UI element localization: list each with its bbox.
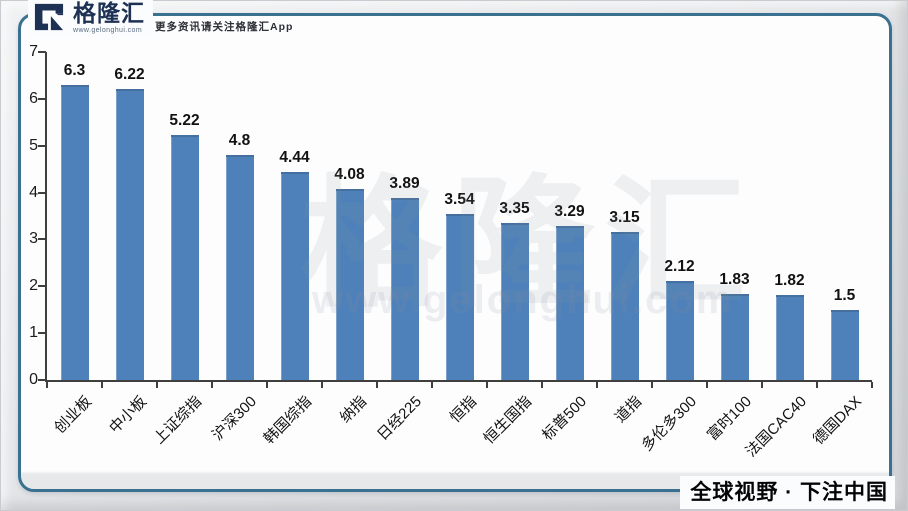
x-axis-tick (376, 382, 378, 388)
bar (610, 232, 639, 380)
y-axis-tick (38, 285, 46, 288)
bar-value-label: 3.29 (554, 202, 585, 220)
x-axis-tick (431, 382, 433, 388)
footer-slogan: 全球视野 · 下注中国 (680, 476, 895, 509)
bar (830, 309, 859, 380)
y-axis-tick (38, 97, 46, 100)
x-axis-tick (706, 382, 708, 388)
bar-value-label: 3.15 (609, 209, 640, 227)
x-axis-tick (816, 382, 818, 388)
x-axis-tick (596, 382, 598, 388)
bar-value-label: 6.3 (63, 61, 86, 79)
y-axis-tick-label: 3 (29, 230, 38, 248)
bar-value-label: 2.12 (664, 257, 695, 275)
bar (115, 88, 144, 380)
y-axis-tick (38, 332, 46, 335)
bar-value-label: 3.89 (389, 174, 420, 192)
bar (665, 280, 694, 380)
y-axis-tick-label: 5 (29, 136, 38, 154)
bar (280, 171, 309, 380)
x-axis-tick (761, 382, 763, 388)
bar-value-label: 4.8 (228, 132, 251, 150)
y-axis-tick (38, 238, 46, 241)
bar (720, 294, 749, 380)
bar-value-label: 6.22 (114, 65, 145, 83)
y-axis-tick-label: 0 (29, 371, 38, 388)
x-axis-tick (156, 382, 158, 388)
bar-value-label: 1.83 (719, 271, 750, 289)
y-axis-line (45, 52, 47, 382)
bar (445, 214, 474, 380)
y-axis-tick-label: 4 (29, 183, 38, 201)
bar-value-label: 4.08 (334, 165, 365, 183)
bar (335, 188, 364, 380)
x-axis-tick (651, 382, 653, 388)
bar-value-label: 3.35 (499, 200, 530, 218)
x-axis-category-label: 创业板 (50, 393, 95, 437)
gelonghui-logo-icon (34, 3, 64, 31)
y-axis-tick-label: 1 (29, 324, 38, 342)
bar-value-label: 1.5 (833, 286, 856, 304)
x-axis-line (45, 380, 872, 382)
x-axis-tick (486, 382, 488, 388)
x-axis-tick (211, 382, 213, 388)
bar (390, 197, 419, 380)
bar-value-label: 3.54 (444, 191, 475, 209)
bar (555, 225, 584, 380)
bar-value-label: 1.82 (774, 271, 805, 289)
y-axis-tick (38, 379, 46, 381)
x-axis-tick (101, 382, 103, 388)
bar-value-label: 4.44 (279, 148, 310, 166)
x-axis-tick (266, 382, 268, 388)
y-axis-tick (38, 144, 46, 147)
logo-tagline: 更多资讯请关注格隆汇App (155, 21, 294, 33)
bar-value-label: 5.22 (169, 112, 200, 130)
y-axis-tick (38, 51, 46, 53)
logo-text: 格隆汇 (73, 0, 145, 26)
x-axis-tick (871, 382, 873, 388)
y-axis-tick-label: 6 (29, 89, 38, 107)
x-axis-tick (541, 382, 543, 388)
bar (60, 84, 89, 380)
bar (500, 223, 529, 380)
y-axis-tick (38, 191, 46, 194)
logo: 格隆汇 www.gelonghui.com (28, 0, 153, 38)
bar (170, 135, 199, 380)
logo-url-text: www.gelonghui.com (73, 27, 143, 34)
y-axis-tick-label: 2 (29, 277, 38, 295)
x-axis-tick (46, 382, 48, 388)
bar (775, 294, 804, 380)
y-axis-tick-label: 7 (29, 43, 38, 60)
bar (225, 155, 254, 380)
x-axis-tick (321, 382, 323, 388)
